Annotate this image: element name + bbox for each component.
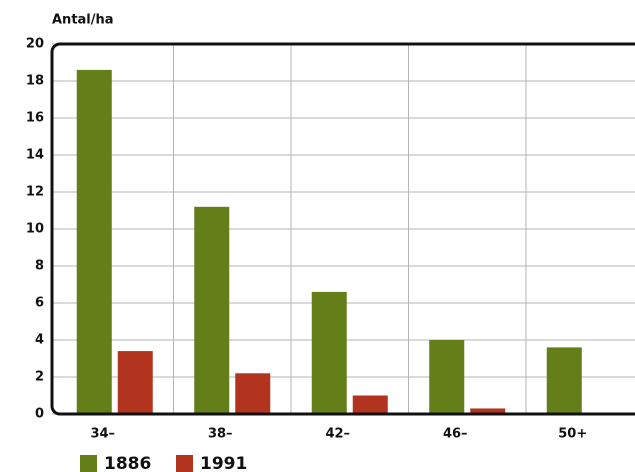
bar	[76, 69, 112, 415]
y-tick-label: 4	[35, 333, 44, 348]
x-tick-label: 34–	[90, 427, 115, 442]
x-tick-label: 46–	[443, 427, 468, 442]
y-tick-label: 8	[35, 259, 44, 274]
y-tick-label: 6	[35, 296, 44, 311]
bar	[117, 351, 153, 414]
y-tick-label: 16	[26, 111, 44, 126]
y-tick-label: 20	[26, 37, 44, 52]
bar	[352, 395, 388, 414]
bar	[546, 347, 582, 414]
x-tick-label: 38–	[208, 427, 233, 442]
y-tick-label: 14	[26, 148, 44, 163]
y-tick-label: 2	[35, 370, 44, 385]
bar	[311, 291, 347, 414]
bar	[235, 373, 271, 414]
y-tick-label: 18	[26, 74, 44, 89]
y-tick-label: 10	[26, 222, 44, 237]
x-tick-label: 50+	[558, 427, 587, 442]
x-tick-label: 42–	[325, 427, 350, 442]
y-axis-label: Antal/ha	[52, 13, 114, 28]
legend-label: 1886	[104, 454, 151, 472]
bar	[429, 340, 465, 414]
y-tick-label: 0	[35, 407, 44, 422]
y-tick-label: 12	[26, 185, 44, 200]
legend-label: 1991	[200, 454, 247, 472]
bar	[194, 206, 230, 414]
bar	[470, 408, 506, 414]
legend-swatch	[80, 455, 97, 472]
plot-frame	[50, 42, 635, 416]
legend-swatch	[176, 455, 193, 472]
